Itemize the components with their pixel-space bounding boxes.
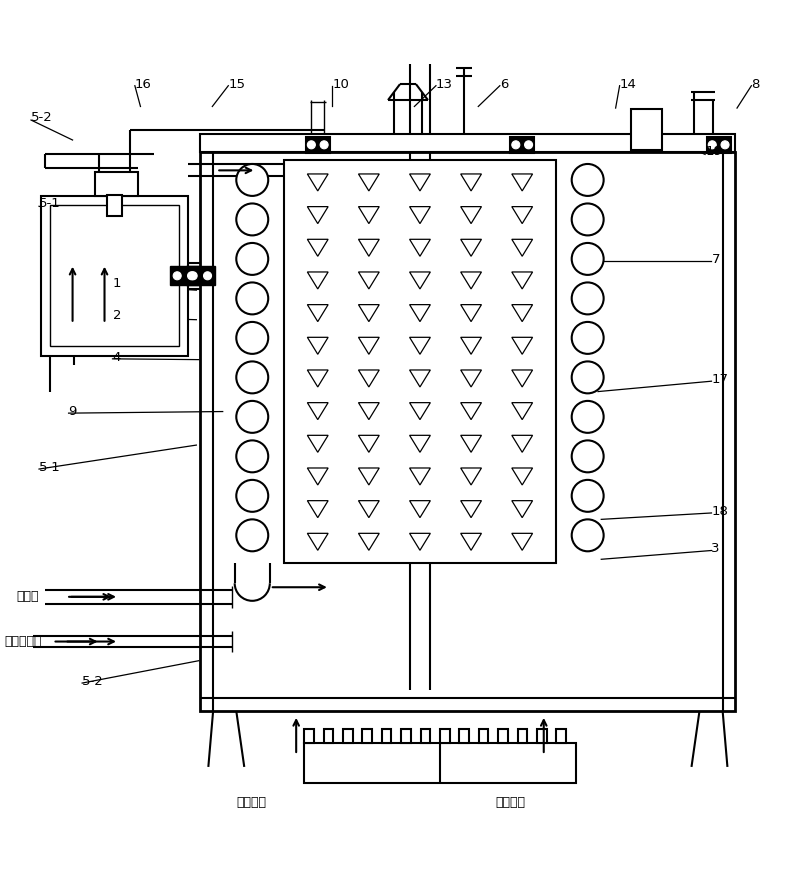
Text: 二次空气: 二次空气 <box>496 796 526 809</box>
Circle shape <box>572 282 604 314</box>
Circle shape <box>236 441 268 472</box>
Text: 7: 7 <box>711 253 720 267</box>
Text: 3: 3 <box>711 543 720 556</box>
Circle shape <box>173 272 181 280</box>
Bar <box>631 109 662 151</box>
Text: 19: 19 <box>705 145 722 159</box>
Bar <box>200 134 735 152</box>
Circle shape <box>236 361 268 394</box>
Bar <box>510 137 534 152</box>
Text: 8: 8 <box>751 78 760 91</box>
Text: 2: 2 <box>113 309 121 322</box>
Bar <box>50 206 178 346</box>
Circle shape <box>512 141 520 149</box>
Text: 工艺天然气: 工艺天然气 <box>5 635 42 648</box>
Text: 9: 9 <box>69 405 77 418</box>
Text: 13: 13 <box>436 78 453 91</box>
Text: 4: 4 <box>113 351 121 364</box>
Circle shape <box>189 272 197 280</box>
Circle shape <box>572 401 604 433</box>
Circle shape <box>236 204 268 235</box>
Text: 5-2: 5-2 <box>82 675 104 688</box>
Bar <box>200 152 735 711</box>
Circle shape <box>572 322 604 354</box>
Bar <box>556 728 566 743</box>
Circle shape <box>236 401 268 433</box>
Text: 5-1: 5-1 <box>39 461 61 474</box>
Text: 5-1: 5-1 <box>39 198 61 211</box>
Circle shape <box>525 141 533 149</box>
Bar <box>106 195 122 216</box>
Circle shape <box>203 272 211 280</box>
Bar <box>284 160 556 564</box>
Text: 10: 10 <box>332 78 349 91</box>
Bar <box>41 196 188 355</box>
Circle shape <box>307 141 315 149</box>
Bar <box>304 743 576 783</box>
Circle shape <box>236 519 268 551</box>
Circle shape <box>572 204 604 235</box>
Bar <box>459 728 469 743</box>
Bar <box>498 728 508 743</box>
Circle shape <box>236 480 268 512</box>
Circle shape <box>572 519 604 551</box>
Circle shape <box>236 164 268 196</box>
Bar <box>401 728 411 743</box>
Circle shape <box>708 141 716 149</box>
Circle shape <box>572 480 604 512</box>
Text: 18: 18 <box>711 505 728 518</box>
Circle shape <box>236 282 268 314</box>
Bar <box>170 267 198 286</box>
Text: 二次空气: 二次空气 <box>236 796 266 809</box>
Circle shape <box>572 441 604 472</box>
Circle shape <box>572 361 604 394</box>
Bar <box>382 728 391 743</box>
Text: 14: 14 <box>620 78 637 91</box>
Bar <box>306 137 330 152</box>
Bar <box>362 728 372 743</box>
Bar <box>343 728 353 743</box>
Text: 17: 17 <box>711 373 729 386</box>
Circle shape <box>236 243 268 275</box>
Text: 5-2: 5-2 <box>31 111 53 125</box>
Bar <box>440 728 450 743</box>
Circle shape <box>187 272 195 280</box>
Text: 6: 6 <box>500 78 508 91</box>
Text: 1: 1 <box>113 277 121 290</box>
Bar <box>304 728 314 743</box>
Text: 16: 16 <box>135 78 152 91</box>
Text: 15: 15 <box>228 78 246 91</box>
Circle shape <box>572 243 604 275</box>
Circle shape <box>236 322 268 354</box>
Bar <box>706 137 730 152</box>
Bar <box>94 172 138 196</box>
Circle shape <box>572 164 604 196</box>
Circle shape <box>320 141 328 149</box>
Bar <box>186 267 214 286</box>
Text: 工艺水: 工艺水 <box>17 591 39 604</box>
Circle shape <box>721 141 729 149</box>
Bar <box>518 728 527 743</box>
Bar <box>323 728 334 743</box>
Bar <box>421 728 430 743</box>
Bar <box>537 728 546 743</box>
Bar <box>478 728 489 743</box>
